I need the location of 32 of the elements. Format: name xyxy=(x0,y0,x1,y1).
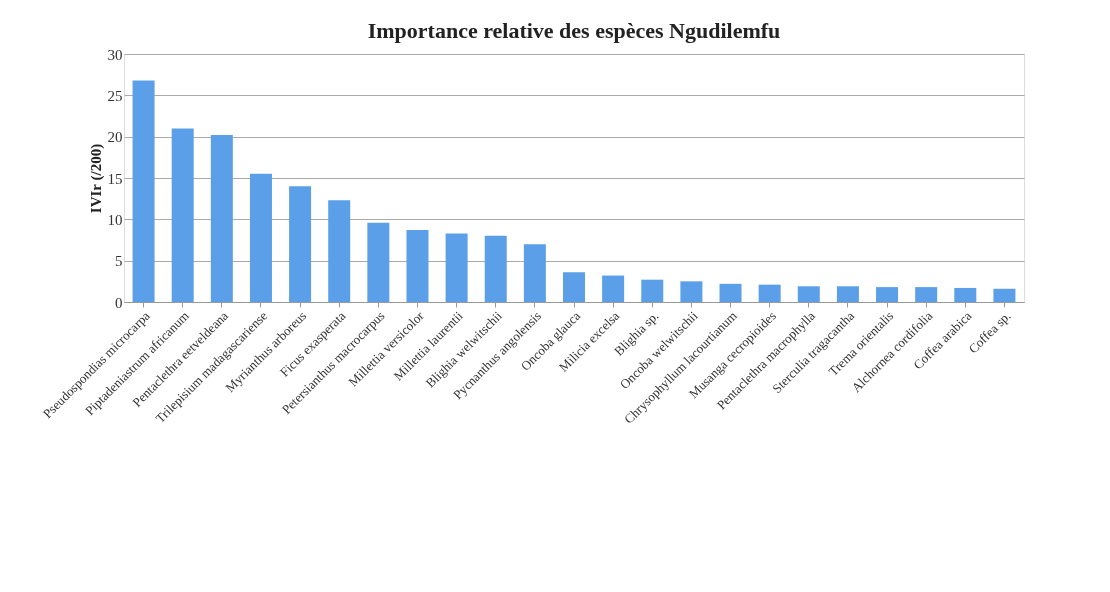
y-tick-label: 15 xyxy=(107,170,123,187)
bar xyxy=(836,286,859,302)
y-tick-label: 25 xyxy=(107,87,123,104)
bar xyxy=(171,128,194,302)
bar xyxy=(249,173,272,302)
bar xyxy=(563,272,585,302)
bar xyxy=(132,80,155,302)
y-tick-label: 5 xyxy=(115,253,123,270)
bar xyxy=(680,281,703,302)
bar xyxy=(719,283,742,302)
bar xyxy=(954,287,977,302)
y-tick-label: 20 xyxy=(107,129,123,146)
bar xyxy=(289,186,312,302)
bar xyxy=(758,284,781,302)
bar xyxy=(797,286,820,302)
bar xyxy=(445,233,468,302)
bar xyxy=(993,288,1016,302)
bar xyxy=(641,279,664,302)
bar xyxy=(406,230,429,302)
bar xyxy=(915,287,938,302)
bar xyxy=(484,235,507,302)
y-tick-label: 10 xyxy=(107,211,123,228)
bar xyxy=(328,200,351,302)
y-axis-title: IVIr (/200) xyxy=(87,143,105,214)
y-tick-label: 0 xyxy=(115,294,123,311)
y-tick-label: 30 xyxy=(107,46,123,63)
bar xyxy=(523,244,546,302)
bar xyxy=(602,275,625,302)
bar xyxy=(876,287,899,302)
bar xyxy=(210,135,233,302)
bar xyxy=(367,222,390,302)
chart-title: Importance relative des espèces Ngudilemfu xyxy=(367,18,781,43)
